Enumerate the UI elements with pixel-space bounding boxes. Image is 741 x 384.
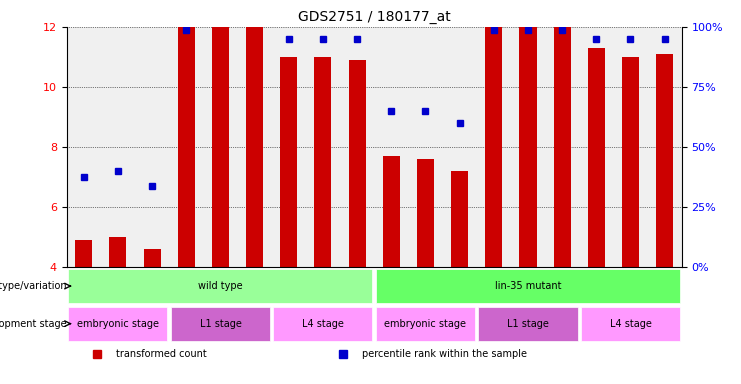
FancyBboxPatch shape bbox=[376, 307, 475, 341]
Bar bbox=[656, 54, 673, 267]
Bar bbox=[314, 57, 331, 267]
Bar bbox=[178, 27, 195, 267]
Bar bbox=[110, 237, 127, 267]
Bar bbox=[417, 159, 434, 267]
Text: L1 stage: L1 stage bbox=[199, 319, 242, 329]
Bar bbox=[554, 27, 571, 267]
Text: lin-35 mutant: lin-35 mutant bbox=[495, 281, 561, 291]
Title: GDS2751 / 180177_at: GDS2751 / 180177_at bbox=[298, 10, 451, 25]
Text: development stage: development stage bbox=[0, 319, 67, 329]
Text: transformed count: transformed count bbox=[116, 349, 207, 359]
Text: genotype/variation: genotype/variation bbox=[0, 281, 67, 291]
Bar bbox=[622, 57, 639, 267]
Text: wild type: wild type bbox=[198, 281, 243, 291]
FancyBboxPatch shape bbox=[581, 307, 680, 341]
Bar bbox=[519, 27, 536, 267]
Bar bbox=[280, 57, 297, 267]
Bar bbox=[348, 60, 365, 267]
Text: L1 stage: L1 stage bbox=[507, 319, 549, 329]
FancyBboxPatch shape bbox=[68, 307, 167, 341]
Bar bbox=[76, 240, 93, 267]
Text: embryonic stage: embryonic stage bbox=[385, 319, 466, 329]
Bar bbox=[485, 27, 502, 267]
Bar bbox=[588, 48, 605, 267]
Bar bbox=[246, 27, 263, 267]
FancyBboxPatch shape bbox=[273, 307, 373, 341]
Text: L4 stage: L4 stage bbox=[610, 319, 651, 329]
Text: embryonic stage: embryonic stage bbox=[77, 319, 159, 329]
Bar bbox=[451, 171, 468, 267]
Bar bbox=[383, 156, 400, 267]
FancyBboxPatch shape bbox=[171, 307, 270, 341]
Text: L4 stage: L4 stage bbox=[302, 319, 344, 329]
FancyBboxPatch shape bbox=[376, 269, 680, 303]
FancyBboxPatch shape bbox=[68, 269, 373, 303]
Text: percentile rank within the sample: percentile rank within the sample bbox=[362, 349, 527, 359]
Bar bbox=[212, 27, 229, 267]
Bar bbox=[144, 249, 161, 267]
FancyBboxPatch shape bbox=[479, 307, 577, 341]
